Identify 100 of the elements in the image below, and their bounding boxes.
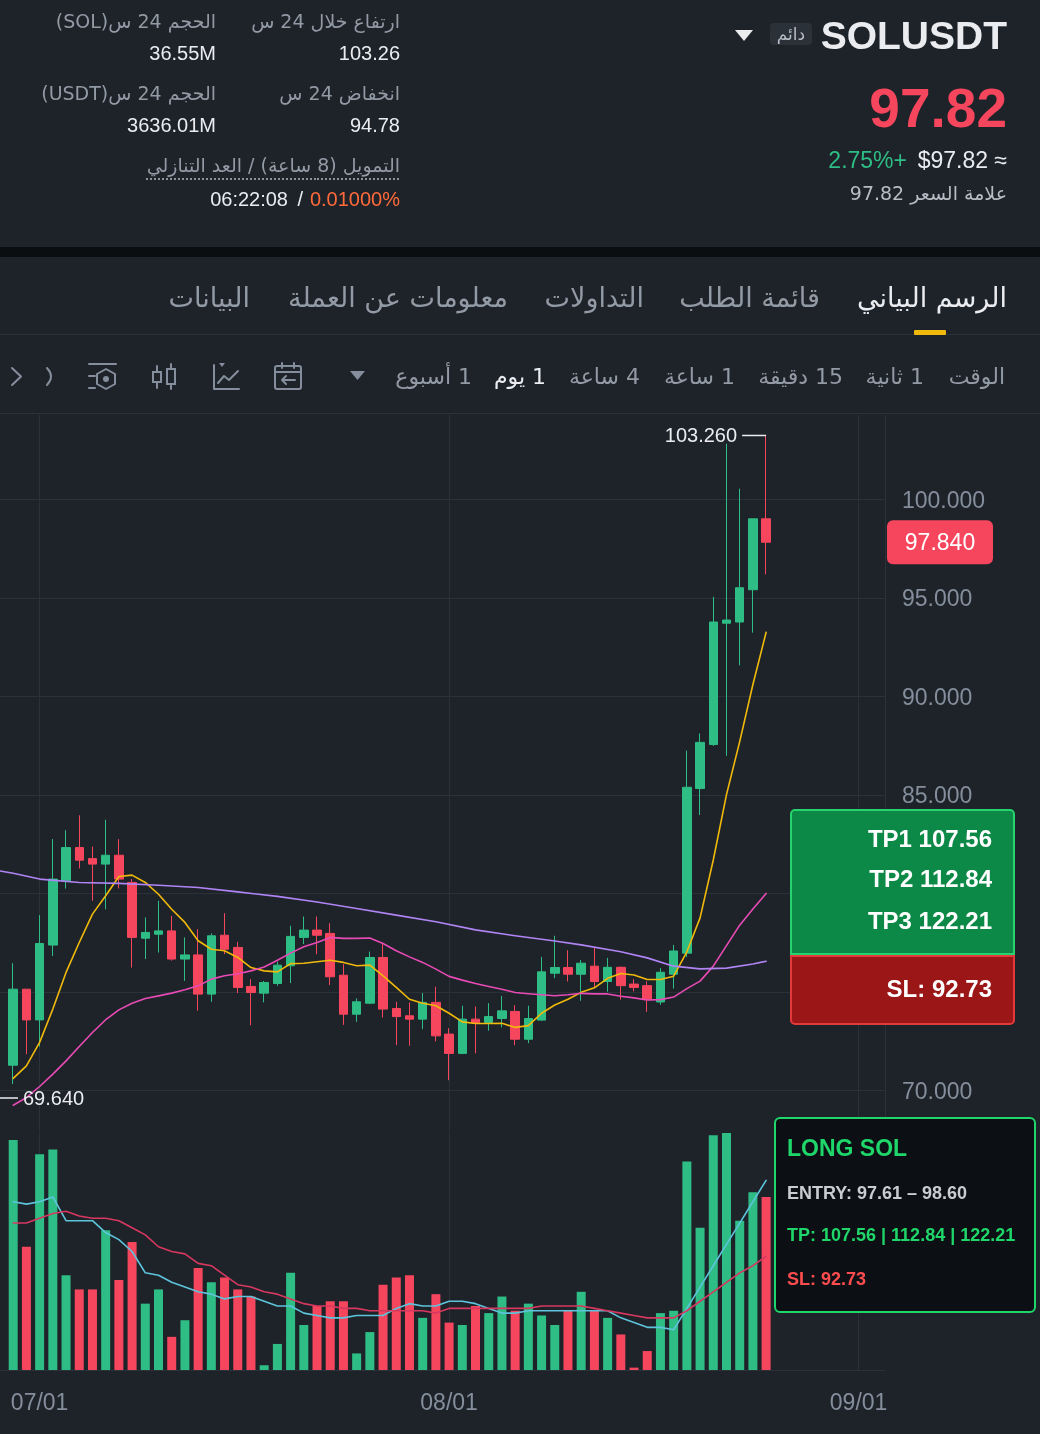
- bar: [220, 1277, 230, 1370]
- bar: [695, 1227, 705, 1370]
- candlestick: [497, 995, 507, 1028]
- bar: [418, 1317, 428, 1370]
- candlestick: [563, 949, 573, 983]
- candlestick: [484, 1002, 493, 1032]
- x-tick-label: 07/01: [10, 1388, 69, 1415]
- candlestick: [339, 963, 348, 1026]
- annotation: TP3 122.21: [867, 905, 992, 936]
- y-tick-label: 70.000: [902, 1077, 973, 1104]
- text: 36.55M: [149, 41, 216, 66]
- candlestick: [431, 986, 441, 1042]
- bar: [431, 1294, 441, 1370]
- text: SOLUSDT: [820, 12, 1007, 59]
- annotation: SL: 92.73: [787, 1267, 867, 1291]
- text: معلومات عن العملة: [287, 280, 508, 315]
- bar: [510, 1310, 520, 1370]
- bar: [101, 1230, 111, 1370]
- candlestick: [590, 947, 599, 988]
- text: 97.82: [869, 76, 1007, 141]
- bar: [616, 1334, 626, 1370]
- text: التداولات: [544, 280, 644, 315]
- bar: [444, 1322, 454, 1370]
- candlestick: [709, 596, 718, 747]
- candlestick: [325, 922, 335, 986]
- candlestick: [114, 838, 124, 890]
- annotation: ENTRY: 97.61 – 98.60: [787, 1181, 968, 1205]
- candlestick: [259, 980, 269, 1003]
- bar: [748, 1192, 758, 1370]
- text: 4 ساعة: [568, 362, 640, 391]
- candlestick: [418, 992, 427, 1030]
- annotation: TP1 107.56: [867, 823, 992, 854]
- candlestick: [8, 962, 18, 1085]
- candlestick: [444, 1027, 454, 1081]
- bar: [35, 1154, 45, 1370]
- bar: [312, 1306, 322, 1370]
- text: 2.75%+: [828, 146, 907, 175]
- candlestick: [299, 916, 309, 945]
- bar: [550, 1324, 560, 1370]
- candlestick: [101, 819, 110, 910]
- bar: [193, 1268, 203, 1370]
- bar: [682, 1161, 692, 1370]
- bar: [61, 1275, 71, 1370]
- text: الوقت: [948, 362, 1005, 391]
- candlestick: [167, 915, 176, 962]
- text: 94.78: [349, 113, 400, 138]
- candlestick: [352, 997, 361, 1023]
- line-series: [12, 892, 767, 1107]
- candlestick: [576, 959, 586, 1002]
- text: 15 دقيقة: [758, 362, 843, 391]
- annotation: 103.260: [664, 424, 738, 447]
- annotation: TP: 107.56 | 112.84 | 122.21: [787, 1223, 1016, 1247]
- bar: [259, 1365, 269, 1370]
- candlestick: [510, 1004, 520, 1046]
- candlestick: [193, 928, 203, 1012]
- candlestick: [378, 943, 388, 1019]
- bar: [457, 1324, 467, 1370]
- text: التمويل (8 ساعة) / العد التنازلي: [146, 152, 400, 178]
- y-tick-label: 100.000: [902, 486, 986, 513]
- bar: [761, 1196, 771, 1370]
- candlestick: [682, 750, 692, 958]
- bar: [669, 1310, 679, 1370]
- bar: [233, 1289, 243, 1370]
- bar: [708, 1135, 718, 1370]
- text: ارتفاع خلال 24 س: [251, 8, 400, 34]
- bar: [299, 1324, 309, 1370]
- bar: [391, 1277, 401, 1370]
- bar: [378, 1284, 388, 1370]
- candlestick: [748, 518, 758, 634]
- bar: [114, 1279, 124, 1370]
- candlestick: [246, 978, 256, 1026]
- candlestick: [75, 814, 84, 869]
- bar: [537, 1315, 547, 1370]
- bar: [352, 1353, 362, 1370]
- text: دائم: [769, 23, 812, 45]
- bar: [74, 1289, 84, 1370]
- candlestick: [233, 941, 243, 994]
- candlestick: [656, 967, 665, 1006]
- candlestick: [180, 936, 190, 982]
- candlestick: [220, 912, 229, 955]
- text: قائمة الطلب: [679, 280, 820, 315]
- text: الحجم 24 س(SOL): [55, 8, 216, 34]
- x-tick-label: 09/01: [829, 1388, 888, 1415]
- candlestick: [61, 829, 71, 890]
- candlestick: [603, 957, 612, 993]
- bar: [523, 1303, 533, 1370]
- bar: [576, 1291, 586, 1370]
- bar: [365, 1332, 375, 1370]
- candlestick: [642, 981, 652, 1013]
- bar: [246, 1296, 256, 1370]
- candlestick: [22, 988, 31, 1055]
- candlestick: [312, 916, 322, 955]
- candlestick: [365, 951, 375, 1005]
- text: 1 يوم: [493, 362, 546, 391]
- bar: [642, 1351, 652, 1370]
- bar: [286, 1272, 296, 1370]
- bar: [127, 1242, 137, 1370]
- bar: [87, 1289, 97, 1370]
- candlestick: [154, 900, 163, 954]
- candlestick: [616, 966, 626, 1001]
